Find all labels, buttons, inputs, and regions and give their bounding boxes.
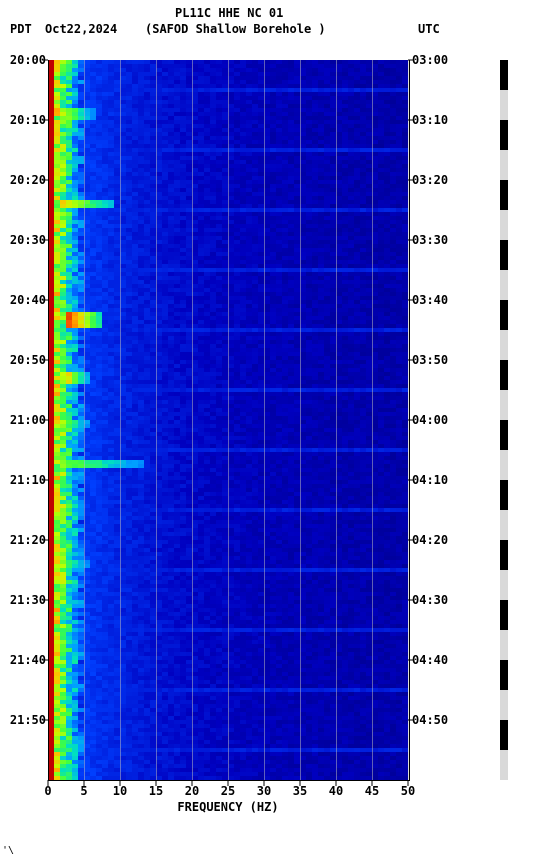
colorbar-seg bbox=[500, 630, 508, 660]
x-tick: 50 bbox=[401, 784, 415, 798]
colorbar-seg bbox=[500, 660, 508, 690]
x-tick: 10 bbox=[113, 784, 127, 798]
colorbar-seg bbox=[500, 570, 508, 600]
left-tz-label: PDT bbox=[10, 22, 32, 36]
colorbar-seg bbox=[500, 60, 508, 90]
gridline-v bbox=[120, 60, 121, 780]
colorbar-seg bbox=[500, 420, 508, 450]
colorbar-seg bbox=[500, 210, 508, 240]
gridline-v bbox=[84, 60, 85, 780]
colorbar-seg bbox=[500, 360, 508, 390]
gridline-v bbox=[156, 60, 157, 780]
y-tick-right: 03:30 bbox=[412, 233, 448, 247]
colorbar-seg bbox=[500, 240, 508, 270]
x-tick: 20 bbox=[185, 784, 199, 798]
right-tz-label: UTC bbox=[418, 22, 440, 36]
y-tick-right: 04:10 bbox=[412, 473, 448, 487]
gridline-v bbox=[300, 60, 301, 780]
y-tick-right: 04:40 bbox=[412, 653, 448, 667]
y-tick-left: 21:40 bbox=[10, 653, 46, 667]
colorbar-seg bbox=[500, 600, 508, 630]
colorbar-seg bbox=[500, 330, 508, 360]
y-tick-left: 20:10 bbox=[10, 113, 46, 127]
date-label: Oct22,2024 bbox=[45, 22, 117, 36]
colorbar-seg bbox=[500, 390, 508, 420]
colorbar-seg bbox=[500, 540, 508, 570]
title: PL11C HHE NC 01 bbox=[175, 6, 283, 20]
y-tick-left: 20:20 bbox=[10, 173, 46, 187]
x-tick: 30 bbox=[257, 784, 271, 798]
y-tick-left: 21:20 bbox=[10, 533, 46, 547]
colorbar bbox=[500, 60, 508, 780]
y-tick-right: 04:30 bbox=[412, 593, 448, 607]
gridline-v bbox=[192, 60, 193, 780]
gridline-v bbox=[372, 60, 373, 780]
colorbar-seg bbox=[500, 690, 508, 720]
colorbar-seg bbox=[500, 90, 508, 120]
y-tick-right: 03:10 bbox=[412, 113, 448, 127]
x-tick: 5 bbox=[80, 784, 87, 798]
y-tick-left: 21:50 bbox=[10, 713, 46, 727]
colorbar-seg bbox=[500, 450, 508, 480]
colorbar-seg bbox=[500, 750, 508, 780]
colorbar-seg bbox=[500, 300, 508, 330]
gridline-v bbox=[228, 60, 229, 780]
y-tick-left: 20:50 bbox=[10, 353, 46, 367]
y-tick-right: 03:20 bbox=[412, 173, 448, 187]
y-tick-right: 03:50 bbox=[412, 353, 448, 367]
y-tick-right: 03:00 bbox=[412, 53, 448, 67]
colorbar-seg bbox=[500, 480, 508, 510]
colorbar-seg bbox=[500, 510, 508, 540]
x-tick: 40 bbox=[329, 784, 343, 798]
y-tick-left: 21:30 bbox=[10, 593, 46, 607]
colorbar-seg bbox=[500, 180, 508, 210]
y-tick-left: 21:00 bbox=[10, 413, 46, 427]
y-tick-left: 20:00 bbox=[10, 53, 46, 67]
gridline-v bbox=[264, 60, 265, 780]
spectrogram-plot bbox=[48, 60, 408, 780]
y-tick-left: 20:40 bbox=[10, 293, 46, 307]
y-tick-left: 20:30 bbox=[10, 233, 46, 247]
x-tick: 45 bbox=[365, 784, 379, 798]
y-tick-right: 03:40 bbox=[412, 293, 448, 307]
y-tick-right: 04:50 bbox=[412, 713, 448, 727]
x-tick: 0 bbox=[44, 784, 51, 798]
colorbar-seg bbox=[500, 120, 508, 150]
x-axis-label: FREQUENCY (HZ) bbox=[48, 800, 408, 814]
subtitle: (SAFOD Shallow Borehole ) bbox=[145, 22, 326, 36]
y-tick-left: 21:10 bbox=[10, 473, 46, 487]
y-tick-right: 04:00 bbox=[412, 413, 448, 427]
colorbar-seg bbox=[500, 150, 508, 180]
gridline-v bbox=[336, 60, 337, 780]
x-tick: 25 bbox=[221, 784, 235, 798]
y-tick-right: 04:20 bbox=[412, 533, 448, 547]
x-tick: 15 bbox=[149, 784, 163, 798]
colorbar-seg bbox=[500, 270, 508, 300]
footer-mark: '\ bbox=[2, 845, 14, 856]
colorbar-seg bbox=[500, 720, 508, 750]
x-tick: 35 bbox=[293, 784, 307, 798]
